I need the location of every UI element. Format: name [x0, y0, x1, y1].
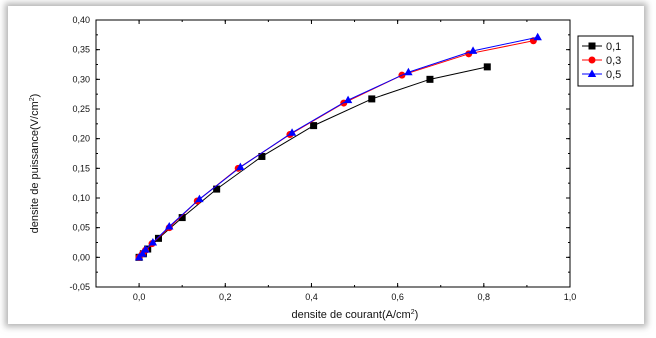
data-point	[287, 128, 297, 136]
tick-labels: 0,0 0,2 0,4 0,6 0,8 1,0 -0,05 0,00 0,05 0,10 0,15 0…	[69, 15, 576, 302]
legend-marker	[588, 56, 596, 64]
legend-entry: 0,5	[582, 69, 621, 81]
data-point	[195, 194, 204, 203]
y-axis-label: densite de puissance(V/cm2)	[29, 94, 41, 234]
data-point	[533, 32, 542, 41]
x-tick-label: 0,8	[478, 292, 491, 302]
power-density-chart: 0,0 0,2 0,4 0,6 0,8 1,0 -0,05 0,00 0,05 0,10 0,15 0…	[29, 15, 634, 321]
y-tick-label: 0,10	[72, 193, 90, 203]
plot-border	[95, 19, 571, 288]
axis-labels: densite de courant(A/cm2) densite de pui…	[29, 94, 418, 321]
y-tick-label: 0,35	[72, 45, 90, 55]
data-point	[368, 95, 376, 103]
y-tick-label: 0,05	[72, 223, 90, 233]
data-point	[468, 46, 478, 54]
chart-frame: 0,0 0,2 0,4 0,6 0,8 1,0 -0,05 0,00 0,05 0,10 0,15 0…	[8, 6, 644, 324]
data-point	[141, 245, 150, 253]
data-point	[213, 185, 221, 193]
legend-label: 0,1	[606, 41, 621, 53]
x-axis-label: densite de courant(A/cm2)	[291, 309, 418, 321]
series-0-3	[135, 37, 537, 261]
x-tick-label: 0,4	[305, 292, 318, 302]
legend-marker	[588, 42, 596, 50]
legend-entry: 0,3	[582, 55, 621, 67]
legend-entry: 0,1	[582, 41, 621, 53]
y-tick-label: 0,30	[72, 74, 90, 84]
data-point	[236, 162, 245, 171]
series-line	[138, 36, 538, 258]
y-tick-label: 0,25	[72, 104, 90, 114]
legend-label: 0,5	[606, 69, 621, 81]
data-point	[310, 122, 318, 130]
series-0-1	[135, 63, 491, 261]
data-point	[148, 238, 158, 246]
data-point	[426, 75, 434, 83]
y-tick-label: 0,15	[72, 163, 90, 173]
series-line	[138, 66, 488, 258]
legend: 0,1 0,3 0,5	[577, 35, 634, 87]
legend-marker	[587, 69, 597, 77]
x-tick-label: 0,2	[219, 292, 232, 302]
data-point	[138, 249, 147, 257]
data-point	[404, 67, 413, 76]
y-tick-label: 0,40	[72, 15, 90, 25]
y-tick-label: -0,05	[69, 282, 90, 292]
series-0-5	[134, 32, 542, 261]
y-tick-label: 0,20	[72, 134, 90, 144]
data-point	[483, 63, 491, 71]
axes	[95, 19, 571, 288]
data-point	[178, 214, 186, 222]
x-tick-label: 1,0	[564, 292, 577, 302]
x-tick-label: 0,0	[133, 292, 146, 302]
data-point	[258, 152, 266, 160]
x-tick-label: 0,6	[391, 292, 404, 302]
y-tick-label: 0,00	[72, 252, 90, 262]
data-point	[165, 221, 174, 230]
series-line	[138, 40, 534, 258]
series-group	[134, 32, 542, 261]
legend-box	[577, 35, 634, 87]
data-point	[343, 95, 353, 104]
legend-label: 0,3	[606, 55, 621, 67]
